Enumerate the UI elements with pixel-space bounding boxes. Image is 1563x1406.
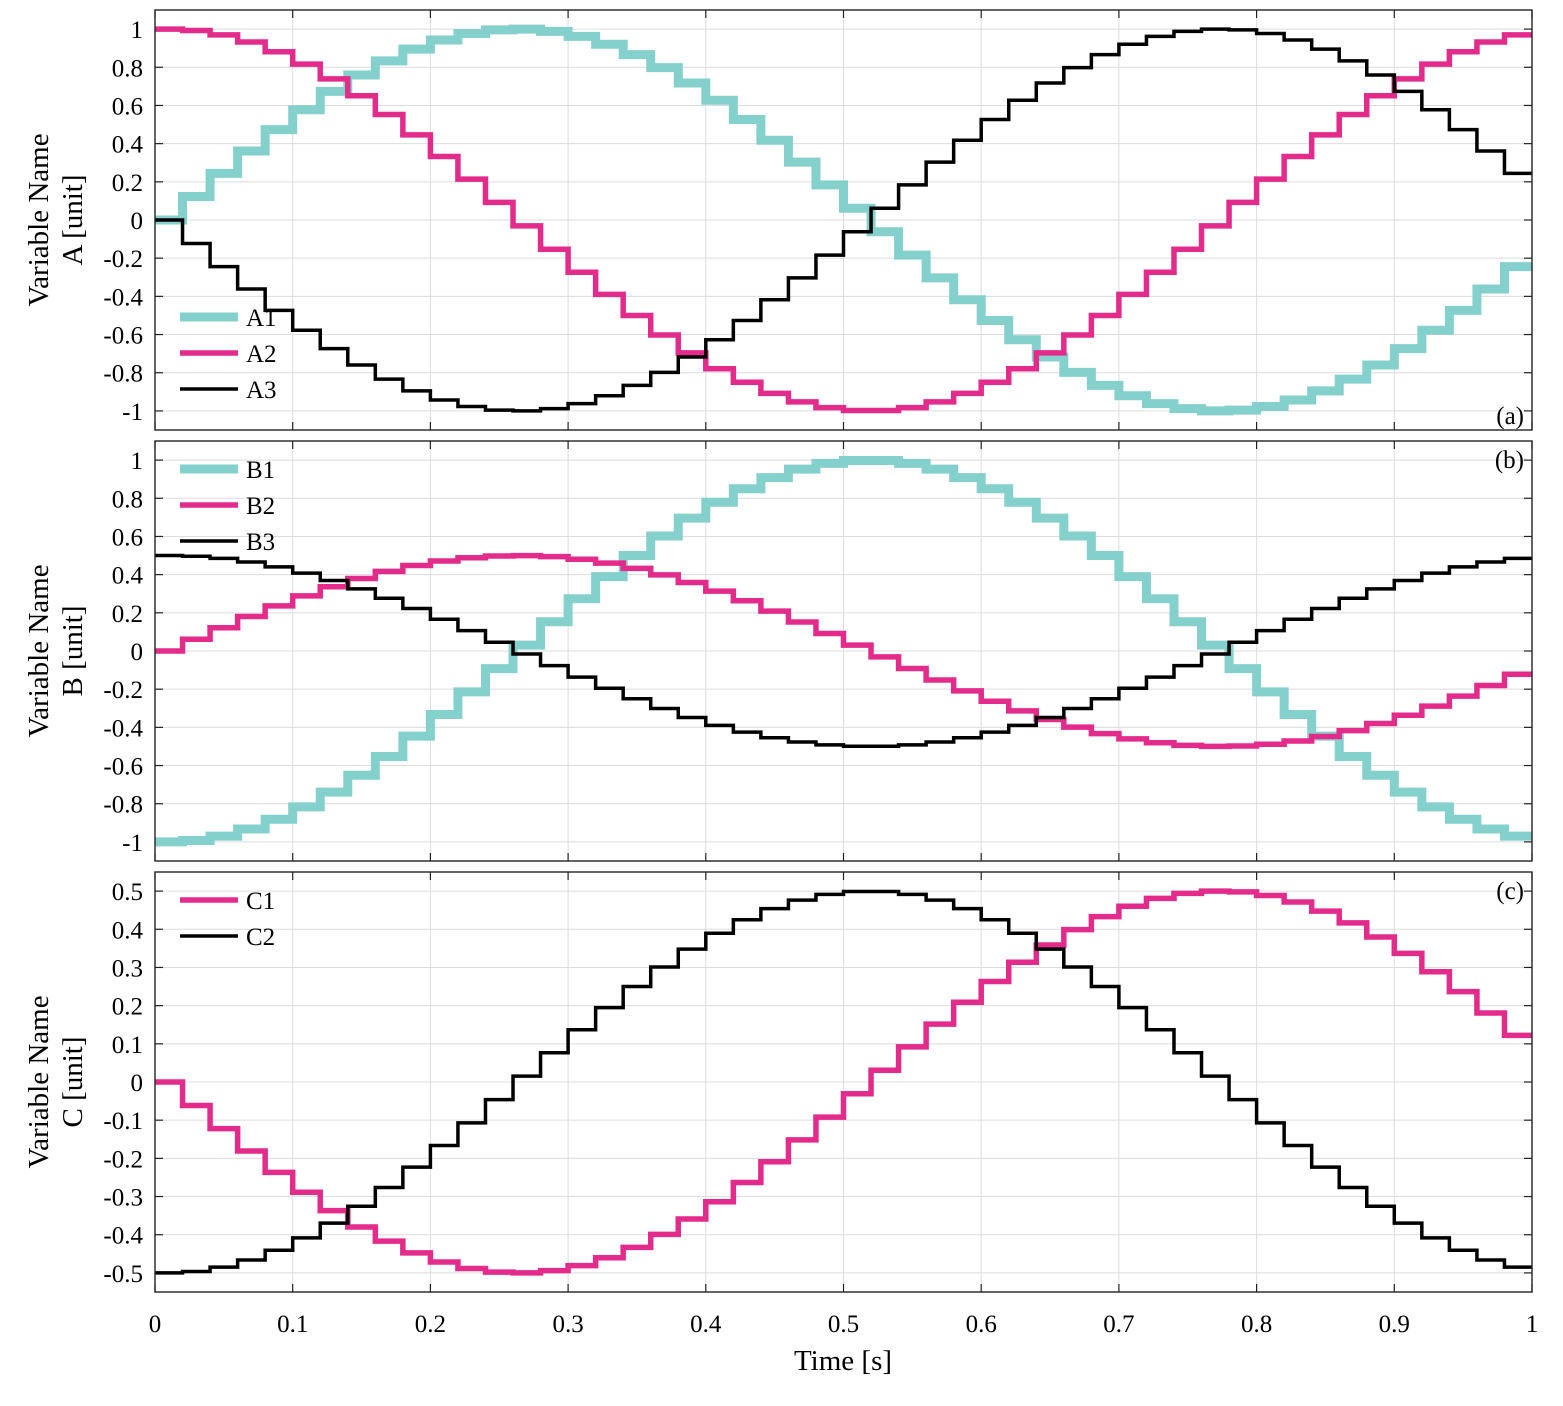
legend-label: B2 — [246, 493, 275, 520]
x-tick-label: 0.4 — [690, 1311, 722, 1338]
legend: B1 B2 B3 — [180, 457, 275, 556]
x-axis-label: Time [s] — [794, 1345, 892, 1377]
y-tick-label: -1 — [122, 399, 143, 426]
x-tick-label: 0.5 — [828, 1311, 859, 1338]
y-tick-label: -0.2 — [103, 246, 143, 273]
legend-label: C2 — [246, 924, 275, 951]
series-line-A1 — [155, 24, 1532, 416]
y-axis-label-line: C [unit] — [57, 1036, 89, 1127]
y-tick-label: 0.6 — [112, 524, 143, 551]
y-tick-label: 0.2 — [112, 170, 143, 197]
legend-label: B1 — [246, 457, 275, 484]
y-tick-label: 0.6 — [112, 93, 143, 120]
y-axis-label-line: B [unit] — [57, 605, 89, 696]
y-tick-label: -0.2 — [103, 677, 143, 704]
y-axis-label-line: Variable Name — [23, 564, 55, 737]
y-axis-label-line: Variable Name — [23, 133, 55, 306]
legend-label: A3 — [246, 377, 277, 404]
panel-a: -1-0.8-0.6-0.4-0.200.20.40.60.81(a)A1A2A… — [23, 9, 1533, 431]
y-tick-label: -0.1 — [103, 1108, 143, 1135]
y-tick-label: -1 — [122, 830, 143, 857]
y-tick-label: 0 — [131, 639, 144, 666]
y-tick-label: -0.6 — [103, 754, 143, 781]
axes-box — [154, 440, 1533, 862]
y-tick-label: 0 — [131, 1070, 144, 1097]
y-tick-label: 0.3 — [112, 955, 143, 982]
y-tick-label: 0 — [131, 208, 144, 235]
grid — [154, 441, 1533, 861]
y-tick-label: 0.8 — [112, 486, 143, 513]
x-tick-label: 0.8 — [1241, 1311, 1272, 1338]
panel-label: (b) — [1495, 447, 1524, 474]
series-line-C2 — [155, 889, 1532, 1275]
legend-label: B3 — [246, 529, 275, 556]
x-tick-label: 0.6 — [966, 1311, 997, 1338]
y-tick-label: 0.1 — [112, 1032, 143, 1059]
panel-label: (a) — [1496, 403, 1524, 430]
y-tick-label: -0.5 — [103, 1261, 143, 1288]
y-tick-label: 1 — [131, 17, 144, 44]
y-axis-label-line: Variable Name — [23, 995, 55, 1168]
x-tick-label: 0.7 — [1103, 1311, 1134, 1338]
y-tick-label: 0.5 — [112, 879, 143, 906]
y-tick-label: 1 — [131, 448, 144, 475]
series-line-C1 — [155, 888, 1532, 1276]
series-line-A2 — [155, 26, 1532, 414]
y-tick-label: 0.4 — [112, 917, 144, 944]
axes-box — [154, 9, 1533, 431]
legend: A1 A2 A3 — [180, 305, 277, 404]
y-tick-label: -0.4 — [103, 284, 143, 311]
legend-label: C1 — [246, 888, 275, 915]
x-tick-label: 0.9 — [1379, 1311, 1410, 1338]
series-line-B2 — [155, 552, 1532, 750]
y-tick-label: 0.2 — [112, 601, 143, 628]
y-tick-label: 0.2 — [112, 994, 143, 1021]
legend-label: A2 — [246, 341, 277, 368]
series-line-B3 — [155, 553, 1532, 749]
y-tick-label: -0.4 — [103, 715, 143, 742]
y-tick-label: -0.6 — [103, 323, 143, 350]
x-tick-label: 0.1 — [277, 1311, 308, 1338]
y-tick-label: -0.8 — [103, 792, 143, 819]
y-tick-label: -0.2 — [103, 1146, 143, 1173]
panel-label: (c) — [1496, 878, 1524, 905]
x-tick-label: 1 — [1526, 1311, 1539, 1338]
axes-box — [154, 871, 1533, 1293]
y-axis-label-line: A [unit] — [57, 174, 89, 265]
x-tick-label: 0.2 — [415, 1311, 446, 1338]
legend-label: A1 — [246, 305, 277, 332]
y-tick-label: -0.3 — [103, 1185, 143, 1212]
y-tick-label: 0.4 — [112, 132, 144, 159]
x-tick-label: 0 — [149, 1311, 162, 1338]
panel-c: -0.5 -0.4 -0.3 -0.2 -0.1 0 0.1 0.2 0.3 0.4 0.5 (c) C… — [23, 871, 1533, 1293]
y-axis-label: Variable NameA [unit] — [23, 133, 89, 306]
y-tick-label: 0.8 — [112, 55, 143, 82]
x-tick-label: 0.3 — [552, 1311, 583, 1338]
y-tick-label: -0.4 — [103, 1223, 143, 1250]
x-tick-labels: 0 0.1 0.2 0.3 0.4 0.5 0.6 0.7 0.8 0.9 1 — [149, 1311, 1539, 1338]
series-line-A3 — [155, 27, 1532, 413]
y-tick-label: 0.4 — [112, 563, 144, 590]
y-axis-label: Variable NameB [unit] — [23, 564, 89, 737]
series-line-B1 — [155, 455, 1532, 847]
y-tick-label: -0.8 — [103, 361, 143, 388]
y-axis-label: Variable NameC [unit] — [23, 995, 89, 1168]
panel-b: -1-0.8-0.6-0.4-0.200.20.40.60.81 (b)B1B2B… — [23, 440, 1533, 862]
